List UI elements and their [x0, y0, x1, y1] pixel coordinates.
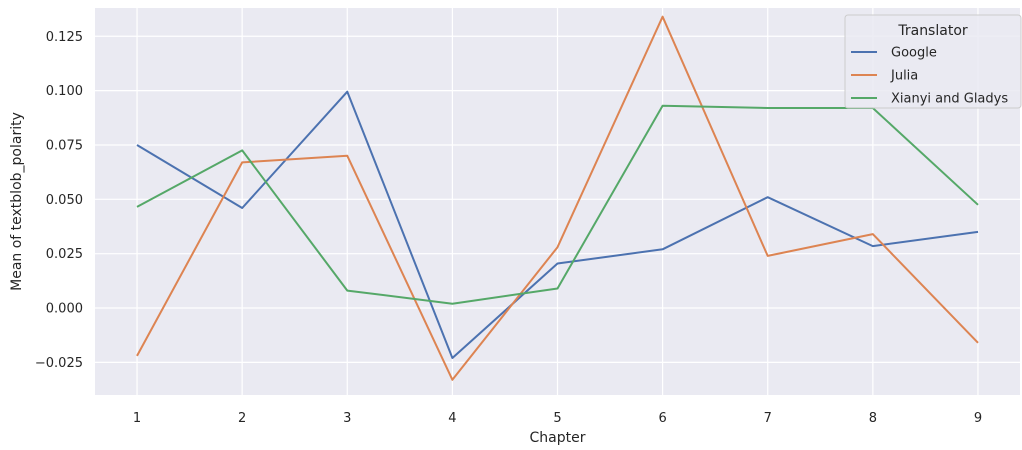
legend-box [844, 14, 1022, 109]
series-line-julia [136, 15, 979, 381]
legend: Translator Google Julia Xianyi and Gladys [844, 14, 1022, 109]
legend-label: Google [891, 46, 937, 61]
x-tick-label: 1 [133, 411, 141, 426]
x-axis-label: Chapter [530, 430, 586, 446]
y-tick-label: −0.025 [35, 356, 83, 371]
x-tick-label: 2 [238, 411, 246, 426]
x-tick-label: 8 [869, 411, 877, 426]
legend-title: Translator [897, 23, 968, 39]
legend-label: Julia [890, 69, 918, 84]
series-line-google [136, 90, 979, 359]
grid-layer [95, 8, 1020, 395]
x-tick-label: 6 [658, 411, 666, 426]
series-line-xianyi-and-gladys [136, 104, 979, 305]
legend-label: Xianyi and Gladys [891, 92, 1008, 107]
y-tick-label: 0.075 [46, 138, 83, 153]
x-tick-label: 7 [764, 411, 772, 426]
legend-items: Google Julia Xianyi and Gladys [851, 46, 1008, 107]
y-tick-label: 0.100 [46, 84, 83, 99]
y-tick-label: 0.125 [46, 30, 83, 45]
y-tick-label: 0.050 [46, 193, 83, 208]
y-tick-label: 0.025 [46, 247, 83, 262]
x-tick-label: 9 [974, 411, 982, 426]
x-tick-label: 3 [343, 411, 351, 426]
y-axis-label: Mean of textblob_polarity [9, 112, 25, 291]
x-tick-label: 5 [553, 411, 561, 426]
y-tick-label: 0.000 [46, 302, 83, 317]
x-tick-label: 4 [448, 411, 456, 426]
tick-labels: −0.025 0.000 0.025 0.050 0.075 0.100 0.125 1 2 3 4… [35, 30, 982, 426]
series-layer [136, 15, 979, 381]
